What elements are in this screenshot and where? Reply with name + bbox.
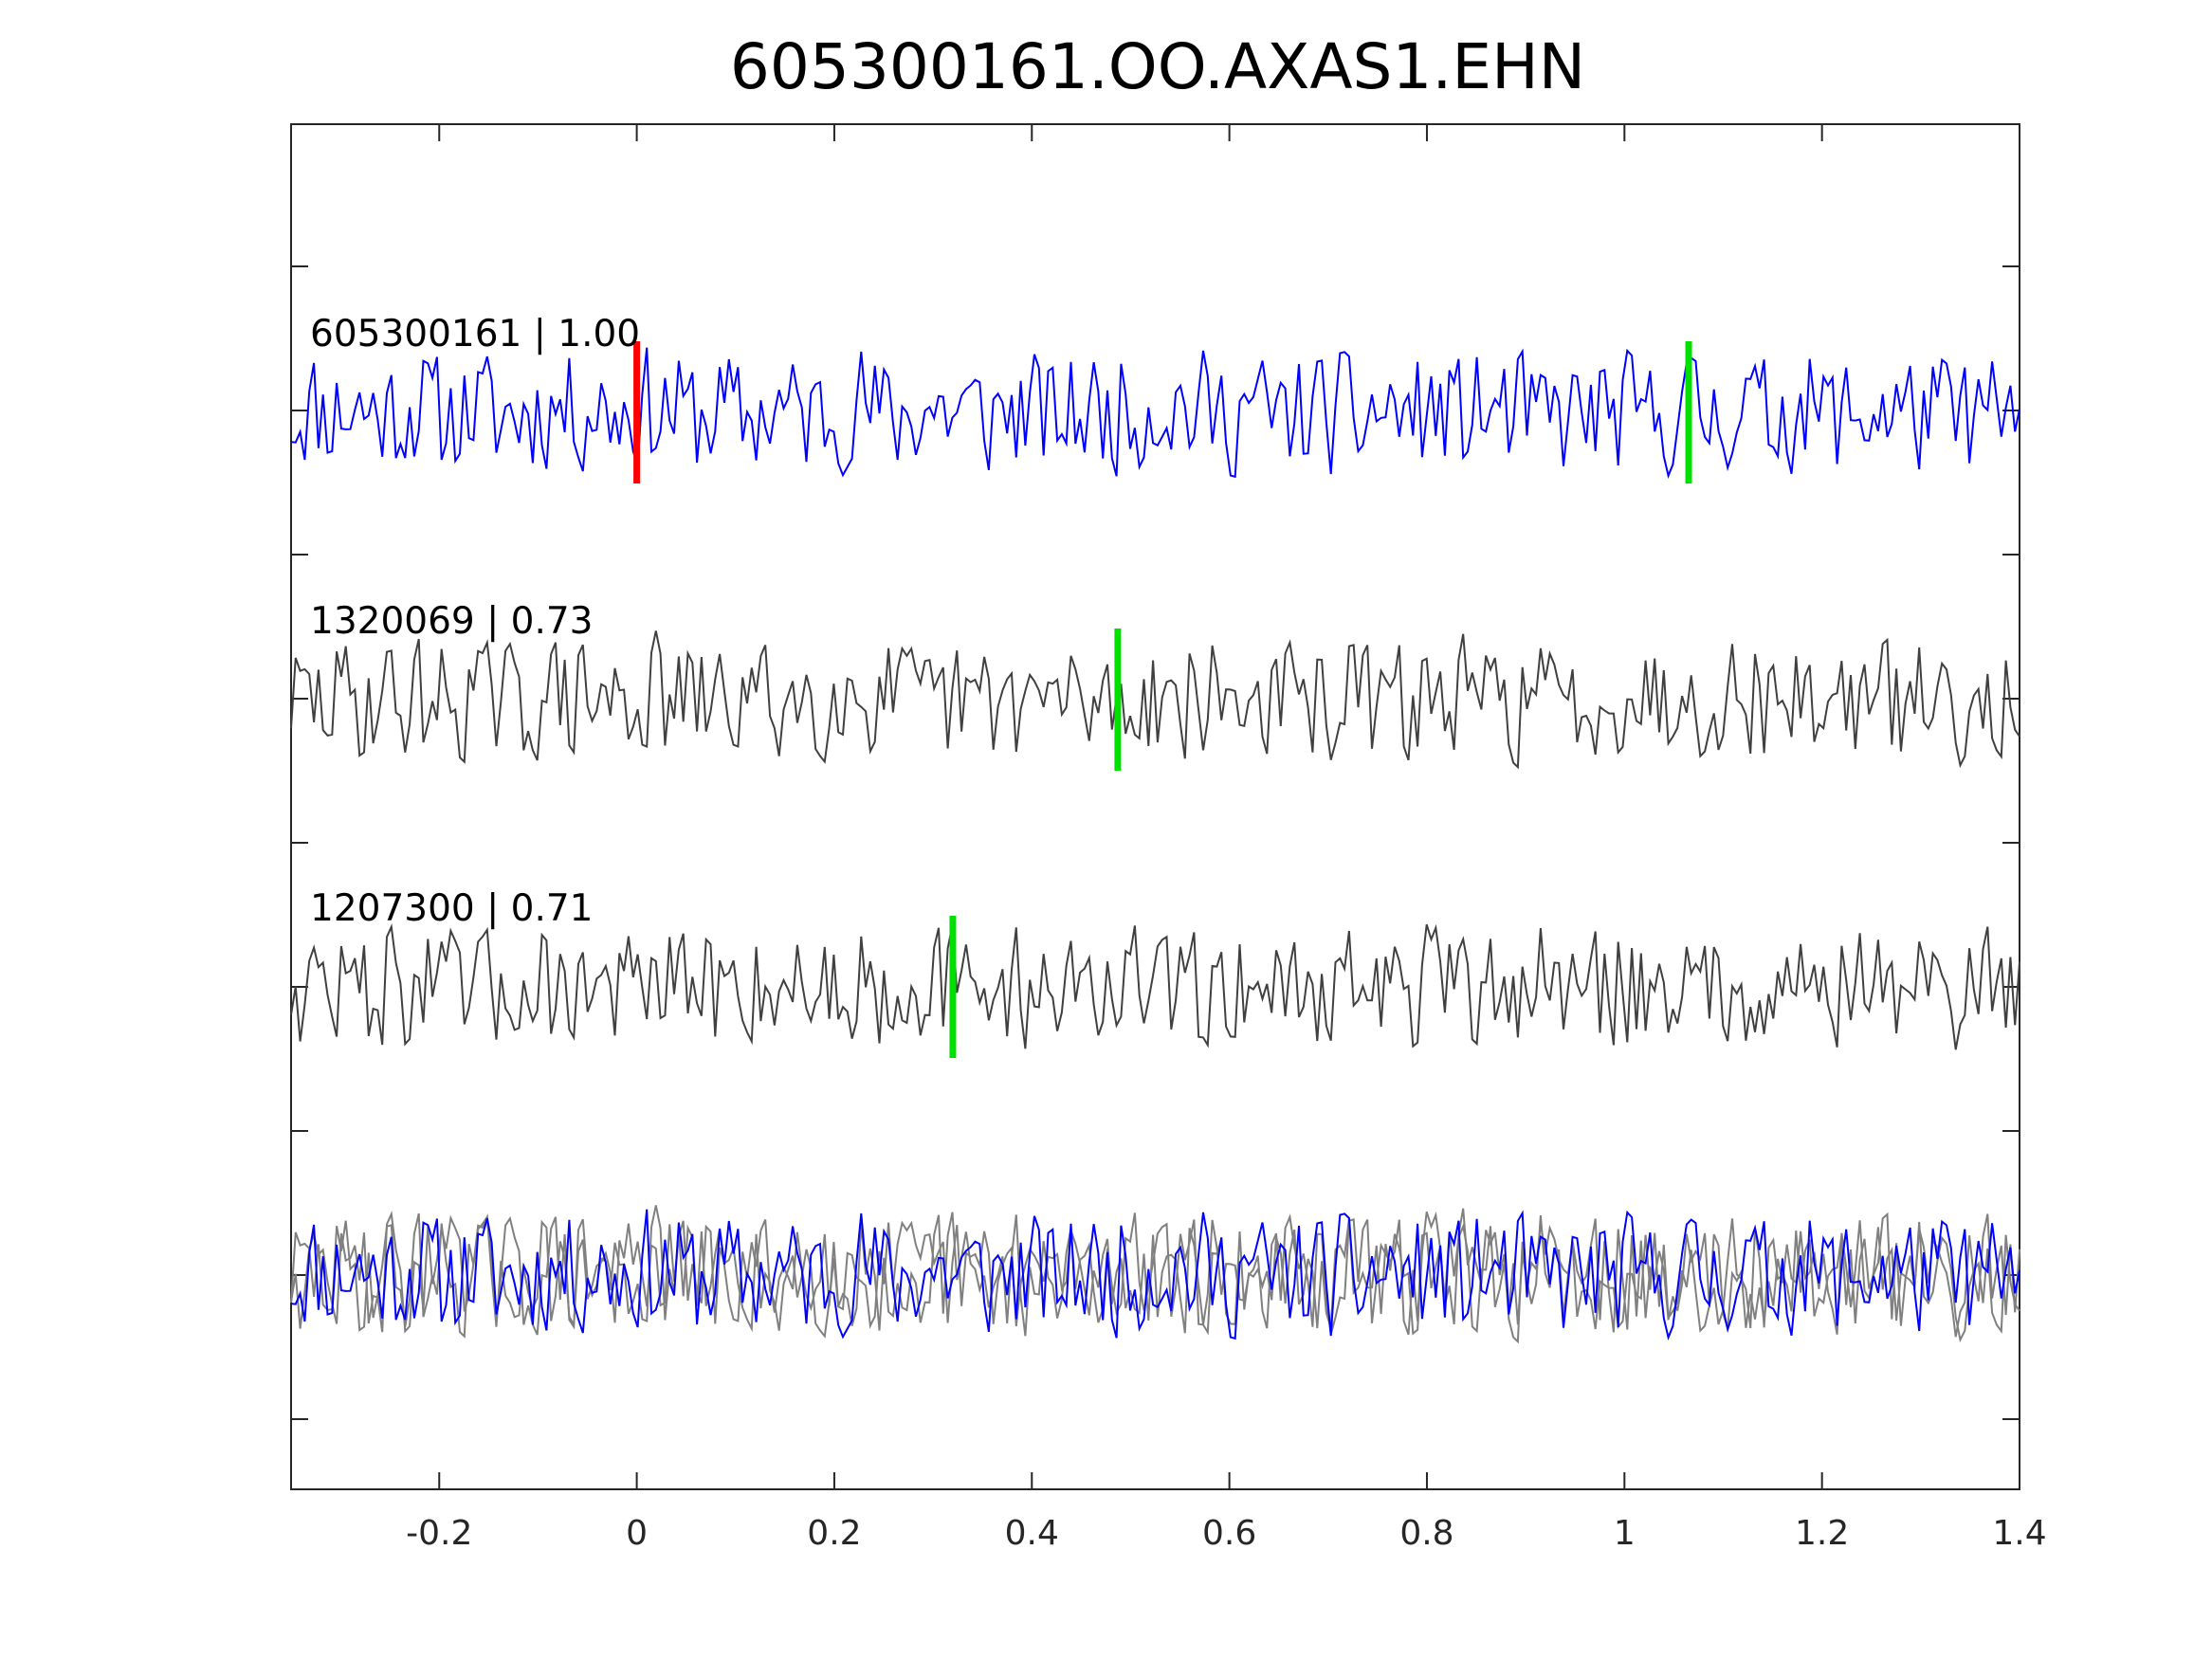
waveform-trace <box>290 923 2020 1050</box>
y-axis-ticks <box>291 265 2020 1420</box>
x-tick-label: 0.6 <box>1202 1514 1256 1553</box>
chart-title: 605300161.OO.AXAS1.EHN <box>730 30 1585 103</box>
x-tick-label: 0.2 <box>807 1514 861 1553</box>
overlay-waveform <box>290 1205 2020 1344</box>
plot-area-frame <box>290 123 2020 1490</box>
trace-labels: 605300161 | 1.00 1320069 | 0.73 1207300 | … <box>310 313 640 930</box>
waveform-trace <box>290 347 2020 480</box>
overlay-row <box>290 1205 2020 1344</box>
x-tick-label: 1 <box>1614 1514 1636 1553</box>
trace-label: 1320069 | 0.73 <box>310 600 593 643</box>
overlay-waveform <box>290 1211 2020 1338</box>
phase-picks <box>633 341 1692 1058</box>
overlay-waveform <box>290 1209 2020 1341</box>
trace-label: 1207300 | 0.71 <box>310 887 593 930</box>
x-axis-ticks: -0.2 0 0.2 0.4 0.6 0.8 1 1.2 1.4 <box>406 124 2047 1553</box>
x-tick-label: -0.2 <box>406 1514 472 1553</box>
waveform-trace <box>290 630 2020 770</box>
x-tick-label: 0.4 <box>1005 1514 1059 1553</box>
x-tick-label: 0 <box>626 1514 648 1553</box>
waveform-traces <box>290 347 2020 1050</box>
x-tick-label: 1.2 <box>1795 1514 1849 1553</box>
trace-label: 605300161 | 1.00 <box>310 313 640 356</box>
x-tick-label: 1.4 <box>1992 1514 2046 1553</box>
x-tick-label: 0.8 <box>1399 1514 1453 1553</box>
